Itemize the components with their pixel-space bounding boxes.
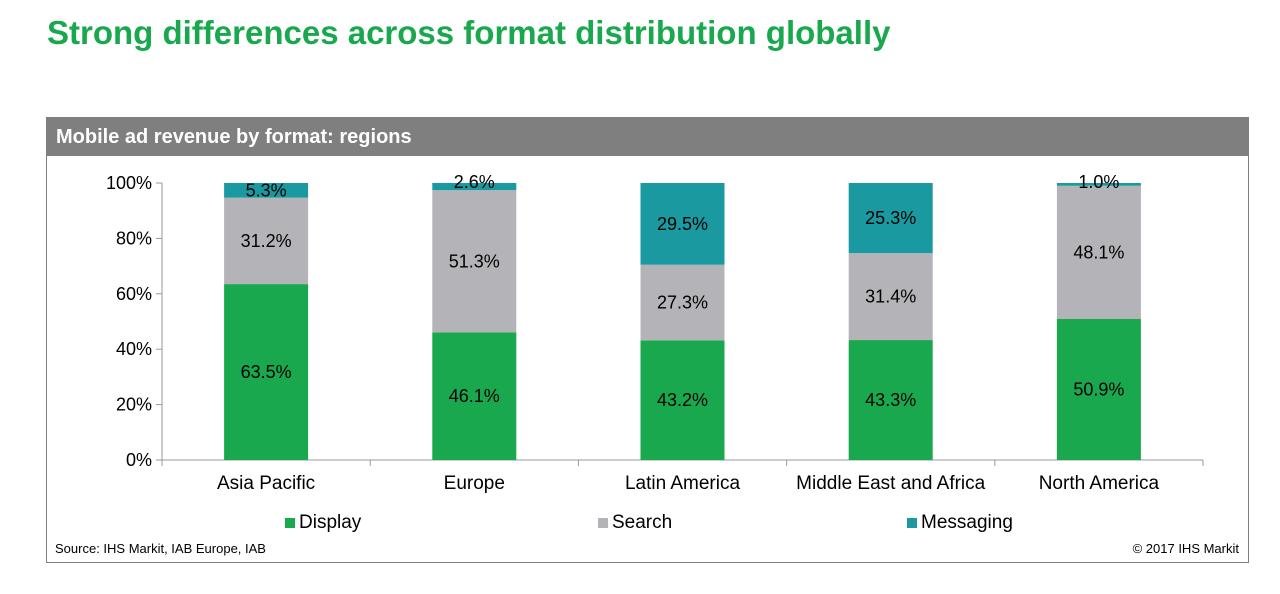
legend-swatch xyxy=(598,518,608,528)
data-label-messaging: 5.3% xyxy=(246,180,287,200)
bar-search-latin-america xyxy=(640,264,725,341)
x-tick-label: Europe xyxy=(444,473,505,494)
data-label-search: 31.4% xyxy=(865,287,916,307)
legend-item-search: Search xyxy=(598,512,672,534)
bar-display-europe xyxy=(432,332,517,460)
y-tick-label: 20% xyxy=(116,395,152,415)
bar-search-europe xyxy=(432,190,517,333)
data-label-display: 46.1% xyxy=(449,386,500,406)
legend-item-display: Display xyxy=(285,512,361,534)
bar-display-north-america xyxy=(1056,319,1141,460)
data-label-display: 43.3% xyxy=(865,390,916,410)
legend-swatch xyxy=(907,518,917,528)
page-title: Strong differences across format distrib… xyxy=(47,14,891,51)
y-tick-label: 100% xyxy=(106,173,152,193)
bar-display-asia-pacific xyxy=(224,284,309,460)
source-note: Source: IHS Markit, IAB Europe, IAB xyxy=(55,541,266,556)
chart-legend: Display Search Messaging xyxy=(47,512,1248,536)
x-tick-label: North America xyxy=(1039,473,1160,494)
data-label-display: 63.5% xyxy=(241,362,292,382)
y-tick-label: 60% xyxy=(116,284,152,304)
bar-messaging-middle-east-and-africa xyxy=(848,183,933,254)
x-tick-label: Asia Pacific xyxy=(217,473,315,494)
data-label-messaging: 1.0% xyxy=(1078,172,1119,192)
data-label-search: 48.1% xyxy=(1073,242,1124,262)
data-label-messaging: 25.3% xyxy=(865,208,916,228)
y-tick-label: 40% xyxy=(116,339,152,359)
data-label-search: 27.3% xyxy=(657,293,708,313)
stacked-bar-chart: 0% 20% 40% 60% 80% 100% 63.5% 31.2% 5.3% Asia Pac… xyxy=(106,172,1204,494)
legend-item-messaging: Messaging xyxy=(907,512,1013,534)
bar-search-north-america xyxy=(1056,185,1141,320)
bar-messaging-latin-america xyxy=(640,183,725,265)
legend-label: Display xyxy=(299,512,362,533)
legend-label: Messaging xyxy=(921,512,1013,533)
x-tick-label: Latin America xyxy=(625,473,741,494)
legend-label: Search xyxy=(612,512,673,533)
panel-header: Mobile ad revenue by format: regions xyxy=(47,118,1248,156)
data-label-messaging: 2.6% xyxy=(454,172,495,192)
copyright-note: © 2017 IHS Markit xyxy=(1132,541,1239,556)
data-label-display: 50.9% xyxy=(1073,380,1124,400)
bar-search-asia-pacific xyxy=(224,197,309,285)
bar-messaging-asia-pacific xyxy=(224,183,309,198)
panel-title: Mobile ad revenue by format: regions xyxy=(56,126,412,148)
bar-display-middle-east-and-africa xyxy=(848,340,933,460)
chart-panel: Mobile ad revenue by format: regions 0% 2… xyxy=(46,117,1249,563)
y-tick-label: 0% xyxy=(126,450,152,470)
data-label-display: 43.2% xyxy=(657,390,708,410)
legend-swatch xyxy=(285,518,295,528)
y-tick-label: 80% xyxy=(116,228,152,248)
data-label-search: 51.3% xyxy=(449,251,500,271)
bar-messaging-north-america xyxy=(1056,183,1141,186)
data-label-search: 31.2% xyxy=(241,231,292,251)
data-label-messaging: 29.5% xyxy=(657,214,708,234)
bar-search-middle-east-and-africa xyxy=(848,253,933,341)
bar-messaging-europe xyxy=(432,183,517,191)
bar-display-latin-america xyxy=(640,340,725,460)
x-tick-label: Middle East and Africa xyxy=(796,473,985,494)
